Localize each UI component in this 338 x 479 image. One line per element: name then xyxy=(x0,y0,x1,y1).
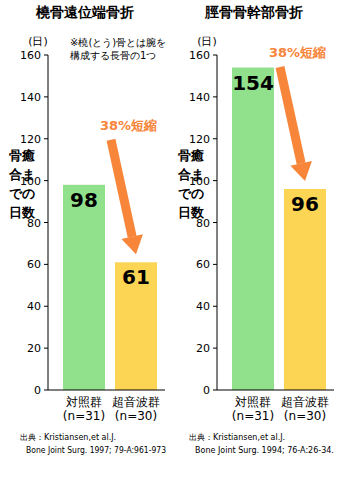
y-tick xyxy=(44,96,48,97)
y-unit: (日) xyxy=(197,35,217,48)
y-tick xyxy=(213,222,217,223)
data-label: 154 xyxy=(232,71,274,95)
y-tick-label: 100 xyxy=(189,175,210,188)
title: 橈骨遠位端骨折 xyxy=(35,4,134,20)
y-tick xyxy=(44,306,48,307)
y-tick-label: 80 xyxy=(196,217,210,230)
y-tick xyxy=(213,180,217,181)
y-tick-label: 120 xyxy=(189,133,210,146)
title: 脛骨骨幹部骨折 xyxy=(204,4,303,20)
chart-root: 橈骨遠位端骨折(日)※橈(とう)骨とは腕を構成する長骨の1つ骨癒合までの日数02… xyxy=(0,0,338,479)
category-label: 対照群(n=31) xyxy=(232,395,274,423)
bars xyxy=(232,68,326,390)
data-label: 61 xyxy=(122,265,150,289)
chart-svg: 橈骨遠位端骨折(日)※橈(とう)骨とは腕を構成する長骨の1つ骨癒合までの日数02… xyxy=(0,0,338,479)
y-tick-label: 80 xyxy=(27,217,41,230)
y-tick-label: 20 xyxy=(196,342,210,355)
y-tick xyxy=(213,55,217,56)
y-tick-label: 20 xyxy=(27,342,41,355)
y-tick xyxy=(213,138,217,139)
y-tick xyxy=(213,348,217,349)
y-tick xyxy=(44,390,48,391)
source: Bone Joint Surg. 1997; 79-A:961-973 xyxy=(26,446,166,455)
source: 出典：Kristiansen,et al.J. xyxy=(20,433,116,442)
y-tick xyxy=(44,55,48,56)
y-tick-label: 140 xyxy=(20,91,41,104)
y-tick xyxy=(213,264,217,265)
y-tick xyxy=(44,222,48,223)
y-tick xyxy=(44,138,48,139)
annotation-arrow xyxy=(280,67,312,181)
x-axis xyxy=(217,390,334,391)
y-tick-label: 160 xyxy=(20,49,41,62)
bar xyxy=(115,262,157,390)
y-tick-label: 0 xyxy=(203,384,210,397)
y-unit: (日) xyxy=(28,35,48,48)
bar xyxy=(232,68,274,390)
annotation-arrow xyxy=(111,140,143,254)
chart-panel: 脛骨骨幹部骨折(日)骨癒合までの日数0204060801001201401601… xyxy=(177,4,334,455)
y-tick-label: 0 xyxy=(34,384,41,397)
note: ※橈(とう)骨とは腕を xyxy=(70,37,166,48)
data-label: 98 xyxy=(70,188,98,212)
bars xyxy=(63,185,157,390)
note: 構成する長骨の1つ xyxy=(70,50,156,61)
annotation: 38%短縮 xyxy=(269,45,326,60)
source: 出典：Kristiansen,et al.J. xyxy=(189,433,285,442)
category-label: 超音波群(n=30) xyxy=(112,395,160,423)
y-tick-label: 40 xyxy=(27,300,41,313)
x-axis xyxy=(48,390,165,391)
y-tick-label: 120 xyxy=(20,133,41,146)
y-tick-label: 100 xyxy=(20,175,41,188)
source: Bone Joint Surg. 1994; 76-A:26-34. xyxy=(195,446,334,455)
bar xyxy=(284,189,326,390)
data-label: 96 xyxy=(291,192,319,216)
y-tick-label: 160 xyxy=(189,49,210,62)
category-label: 超音波群(n=30) xyxy=(281,395,329,423)
y-tick xyxy=(213,306,217,307)
annotation: 38%短縮 xyxy=(100,118,157,133)
bar xyxy=(63,185,105,390)
category-label: 対照群(n=31) xyxy=(63,395,105,423)
y-tick xyxy=(213,96,217,97)
y-tick xyxy=(213,390,217,391)
y-tick-label: 60 xyxy=(196,258,210,271)
y-tick-label: 140 xyxy=(189,91,210,104)
y-tick-label: 40 xyxy=(196,300,210,313)
y-tick xyxy=(44,264,48,265)
y-tick xyxy=(44,180,48,181)
y-tick-label: 60 xyxy=(27,258,41,271)
y-tick xyxy=(44,348,48,349)
chart-panel: 橈骨遠位端骨折(日)※橈(とう)骨とは腕を構成する長骨の1つ骨癒合までの日数02… xyxy=(8,4,166,455)
